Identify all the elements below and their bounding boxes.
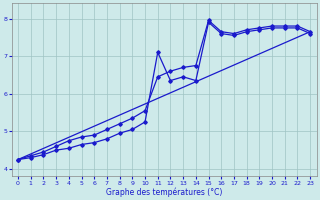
X-axis label: Graphe des températures (°C): Graphe des températures (°C) [106,187,222,197]
